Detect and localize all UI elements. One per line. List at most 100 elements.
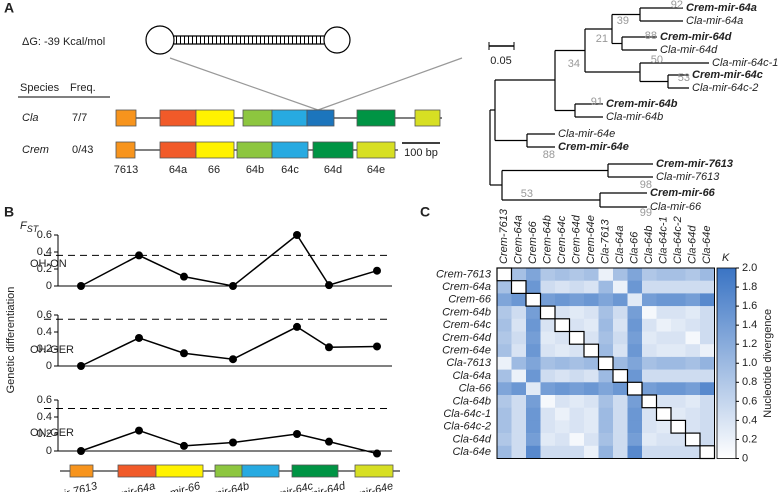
heatmap-cell: [627, 331, 643, 345]
row-label: Crem-64a: [442, 281, 491, 293]
heatmap-cell: [511, 331, 527, 345]
heatmap-cell: [700, 356, 715, 370]
colorbar-tick-label: 2.0: [742, 262, 757, 274]
heatmap-cell: [613, 445, 628, 459]
colorbar-tick-label: 1.4: [742, 319, 757, 331]
gene-box: [242, 109, 273, 127]
heatmap-cell: [613, 306, 628, 320]
gene-label: 64d: [324, 164, 342, 176]
diagonal-outline: [670, 419, 687, 434]
heatmap-cell: [671, 382, 686, 396]
tree-leaf-label: Cla-mir-64d: [660, 44, 718, 56]
data-point: [229, 282, 237, 290]
data-point: [77, 362, 85, 370]
heatmap-cell: [685, 318, 701, 332]
row-label: Cla-64a: [452, 370, 491, 382]
heatmap-cell: [569, 331, 585, 345]
heatmap-cell: [584, 306, 599, 320]
heatmap-cell: [613, 344, 628, 358]
heatmap-cell: [598, 369, 614, 383]
heatmap-cell: [613, 420, 628, 434]
heatmap-cell: [598, 318, 614, 332]
gene-box: [155, 464, 204, 478]
heatmap-cell: [555, 445, 570, 459]
tree-leaf-label: Crem-mir-64c: [692, 69, 763, 81]
heatmap-cell: [540, 318, 556, 332]
heatmap-cell: [671, 280, 686, 294]
heatmap-cell: [700, 407, 715, 421]
heatmap-cell: [584, 433, 599, 447]
tree-leaf-label: Cla-mir-64b: [606, 111, 663, 123]
heatmap-cell: [685, 420, 701, 434]
heatmap-cell: [526, 369, 541, 383]
heatmap-cell: [671, 407, 686, 421]
heatmap-cell: [613, 293, 628, 307]
heatmap-cell: [511, 407, 527, 421]
heatmap-cell: [511, 356, 527, 370]
data-point: [373, 449, 381, 458]
heatmap-cell: [584, 356, 599, 370]
heatmap-cell: [671, 395, 686, 408]
heatmap-cell: [671, 445, 686, 459]
heatmap-cell: [540, 356, 556, 370]
heatmap-cell: [671, 356, 686, 370]
heatmap-cell: [511, 382, 527, 396]
colorbar-title: K: [722, 252, 730, 264]
heatmap-cell: [656, 420, 672, 434]
row-label: Crem-7613: [436, 268, 492, 280]
heatmap-cell: [497, 318, 512, 332]
heatmap-cell: [700, 306, 715, 320]
heatmap-cell: [685, 356, 701, 370]
data-point: [180, 272, 188, 281]
x-tick-label: mir-64b: [212, 480, 251, 492]
heatmap-cell: [497, 369, 512, 383]
heatmap-cell: [598, 280, 614, 294]
tree-leaf-label: Cla-mir-64c-2: [692, 82, 758, 94]
heatmap-cell: [569, 280, 585, 294]
tree-leaf-label: Cla-mir-7613: [656, 171, 720, 183]
heatmap-cell: [569, 293, 585, 307]
heatmap-cell: [671, 318, 686, 332]
heatmap-cell: [642, 268, 657, 281]
axis-label: FST: [20, 220, 40, 234]
column-label: Crem-64a: [513, 215, 525, 264]
heatmap-cell: [598, 331, 614, 345]
gene-box: [115, 109, 137, 127]
panel-letter: A: [4, 0, 14, 16]
heatmap-cell: [613, 268, 628, 281]
heatmap-cell: [656, 293, 672, 307]
heatmap-cell: [685, 382, 701, 396]
heatmap-cell: [598, 420, 614, 434]
row-label: Crem-64d: [442, 332, 492, 344]
heatmap-cell: [627, 407, 643, 421]
colorbar-tick-label: 0.6: [742, 395, 757, 407]
diagonal-outline: [568, 330, 585, 345]
heatmap-cell: [526, 306, 541, 320]
heatmap-cell: [526, 433, 541, 447]
diagonal-outline: [641, 394, 658, 409]
series-label: OH-ON: [30, 258, 67, 270]
heatmap-cell: [511, 420, 527, 434]
heatmap-cell: [584, 318, 599, 332]
heatmap-cell: [584, 382, 599, 396]
heatmap-cell: [671, 293, 686, 307]
heatmap-cell: [700, 344, 715, 358]
row-label: Cla-64c-2: [443, 421, 491, 433]
heatmap-cell: [685, 331, 701, 345]
heatmap-cell: [700, 268, 715, 281]
heatmap-cell: [555, 382, 570, 396]
heatmap-cell: [627, 318, 643, 332]
gene-box: [356, 141, 396, 159]
heatmap-cell: [511, 395, 527, 408]
heatmap-cell: [613, 356, 628, 370]
y-tick-label: 0.4: [37, 411, 52, 423]
heatmap-frame: [496, 267, 715, 459]
heatmap-cell: [613, 382, 628, 396]
gene-box: [195, 109, 235, 127]
column-label: Cla-7613: [600, 218, 612, 264]
colorbar-tick-label: 1.8: [742, 281, 757, 293]
heatmap-cell: [671, 433, 686, 447]
bootstrap-label: 88: [543, 149, 555, 161]
heatmap-cell: [627, 433, 643, 447]
heatmap-cell: [627, 395, 643, 408]
